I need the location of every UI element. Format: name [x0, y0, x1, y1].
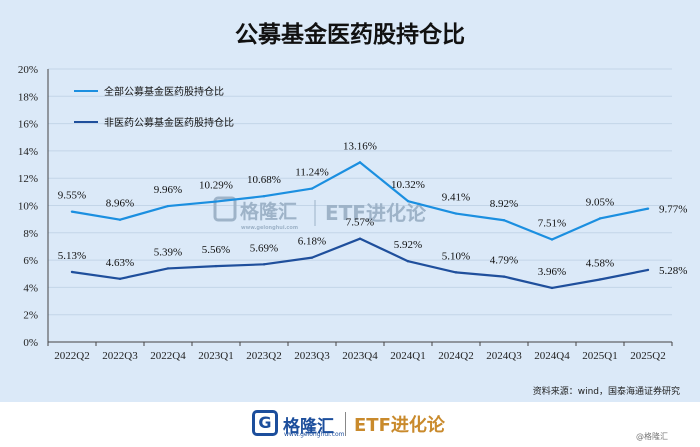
- data-label: 5.13%: [58, 250, 86, 262]
- x-tick-label: 2023Q3: [294, 350, 330, 362]
- y-tick-label: 6%: [23, 255, 38, 267]
- data-label: 13.16%: [343, 140, 377, 152]
- data-label: 9.41%: [442, 192, 470, 204]
- x-tick-label: 2023Q2: [246, 350, 281, 362]
- y-tick-label: 18%: [18, 91, 38, 103]
- corner-watermark: @格隆汇: [636, 432, 668, 441]
- data-point: [358, 237, 362, 240]
- data-label: 5.69%: [250, 242, 278, 254]
- data-point: [454, 212, 458, 215]
- legend-label-non-pharma: 非医药公募基金医药股持仓比: [104, 116, 234, 129]
- data-point: [598, 217, 602, 220]
- series-layer: [70, 161, 650, 290]
- data-label: 10.32%: [391, 179, 425, 191]
- watermark-etf: ETF进化论: [325, 201, 427, 225]
- y-tick-label: 2%: [23, 310, 38, 322]
- x-tick-label: 2024Q4: [534, 350, 570, 362]
- y-tick-label: 16%: [18, 119, 38, 131]
- gridlines: [48, 68, 672, 316]
- x-tick-label: 2024Q1: [390, 350, 425, 362]
- y-tick-label: 4%: [23, 282, 38, 294]
- data-label: 7.51%: [538, 217, 566, 229]
- data-point: [502, 275, 506, 278]
- data-label: 5.56%: [202, 244, 230, 256]
- data-point: [70, 210, 74, 213]
- watermark-url: www.gelonghui.com: [241, 225, 298, 231]
- data-point: [502, 219, 506, 222]
- x-axis: 2022Q2 2022Q3 2022Q4 2023Q1 2023Q2 2023Q3 2023…: [47, 341, 673, 362]
- x-tick-label: 2024Q2: [438, 350, 473, 362]
- data-point: [550, 286, 554, 290]
- data-label: 5.92%: [394, 239, 422, 251]
- y-tick-label: 20%: [18, 64, 38, 76]
- data-point: [406, 199, 410, 203]
- source-note: 资料来源：wind，国泰海通证券研究: [533, 385, 680, 397]
- x-tick-label: 2023Q4: [342, 350, 378, 362]
- data-point: [454, 271, 458, 274]
- brand-url: www.gelonghui.com: [284, 431, 345, 438]
- line-chart: 公募基金医药股持仓比 0%2%4%6%8%10%12%14%16%18%20% …: [18, 21, 688, 397]
- x-tick-label: 2023Q1: [198, 350, 233, 362]
- data-label: 5.39%: [154, 246, 182, 258]
- x-tick-label: 2025Q2: [630, 350, 665, 362]
- data-point: [646, 207, 650, 210]
- data-label: 7.57%: [346, 217, 374, 229]
- data-point: [550, 238, 554, 241]
- legend-label-all: 全部公募基金医药股持仓比: [104, 85, 224, 98]
- data-point: [310, 256, 314, 259]
- chart-title: 公募基金医药股持仓比: [235, 21, 465, 48]
- y-tick-label: 8%: [23, 228, 38, 240]
- x-tick-label: 2025Q1: [582, 350, 617, 362]
- data-label: 4.79%: [490, 255, 518, 267]
- y-tick-label: 12%: [18, 173, 38, 185]
- data-label: 6.18%: [298, 236, 326, 248]
- data-label: 8.96%: [106, 198, 134, 210]
- data-labels: 9.55% 8.96% 9.96% 10.29% 10.68% 11.24% 13.16% 1…: [58, 140, 688, 278]
- data-label: 9.96%: [154, 184, 182, 196]
- data-point: [262, 195, 266, 198]
- data-point: [358, 161, 362, 164]
- data-point: [406, 259, 410, 263]
- data-label: 10.68%: [247, 174, 281, 186]
- y-tick-label: 14%: [18, 146, 38, 158]
- data-point: [118, 218, 122, 221]
- y-axis: 0% 2% 4% 6% 8% 10% 12% 14% 16% 18% 20%: [18, 64, 49, 349]
- data-label: 8.92%: [490, 198, 518, 210]
- data-label: 9.55%: [58, 190, 86, 202]
- data-label: 4.58%: [586, 257, 614, 269]
- watermark-brand: 格隆汇: [240, 200, 297, 223]
- data-label: 3.96%: [538, 266, 566, 278]
- brand-divider: [345, 412, 346, 436]
- footer-bar: [0, 402, 700, 447]
- x-tick-label: 2022Q3: [102, 350, 138, 362]
- data-label: 9.77%: [659, 204, 687, 216]
- data-point: [214, 200, 218, 203]
- data-point: [646, 268, 650, 272]
- data-point: [310, 187, 314, 190]
- brand-etf-name: ETF进化论: [354, 415, 445, 436]
- data-label: 10.29%: [199, 180, 233, 192]
- watermark-logo-icon: [213, 196, 237, 222]
- data-label: 4.63%: [106, 257, 134, 269]
- data-label: 5.10%: [442, 250, 470, 262]
- data-label: 5.28%: [659, 265, 687, 277]
- data-point: [598, 278, 602, 281]
- brand-logo-icon: G: [252, 410, 278, 436]
- x-tick-label: 2022Q2: [54, 350, 89, 362]
- watermark: 格隆汇 www.gelonghui.com ETF进化论: [213, 196, 427, 231]
- y-tick-label: 10%: [18, 201, 38, 213]
- data-point: [214, 264, 218, 268]
- data-point: [166, 267, 170, 270]
- y-tick-label: 0%: [23, 337, 38, 349]
- data-point: [118, 277, 122, 281]
- data-label: 11.24%: [295, 167, 329, 179]
- data-point: [262, 263, 266, 266]
- x-tick-label: 2022Q4: [150, 350, 186, 362]
- data-point: [70, 270, 74, 274]
- data-point: [166, 204, 170, 208]
- data-label: 9.05%: [586, 196, 614, 208]
- x-tick-label: 2024Q3: [486, 350, 522, 362]
- legend: 全部公募基金医药股持仓比 非医药公募基金医药股持仓比: [74, 85, 234, 129]
- brand-name: 格隆汇: [283, 417, 334, 437]
